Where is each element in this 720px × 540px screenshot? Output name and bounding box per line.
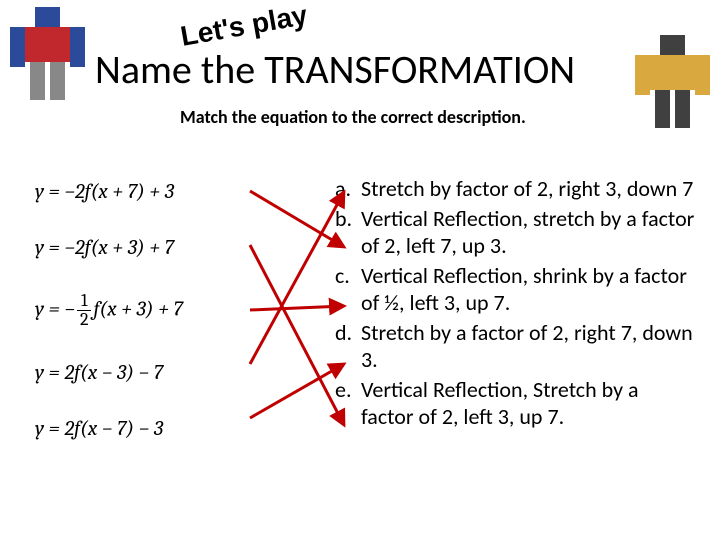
description-d: d. Stretch by a factor of 2, right 7, do…	[335, 319, 695, 374]
page-subtitle: Match the equation to the correct descri…	[180, 106, 526, 128]
description-letter: a.	[335, 175, 361, 203]
robot-left-svg	[5, 2, 90, 102]
fraction-denominator: 2	[77, 311, 92, 329]
equation-3: y = −12f(x + 3) + 7	[35, 292, 265, 329]
equation-2: y = −2f(x + 3) + 7	[35, 236, 265, 260]
descriptions-column: a. Stretch by factor of 2, right 3, down…	[335, 175, 695, 433]
robot-left-image	[5, 2, 90, 102]
equation-5: y = 2f(x − 7) − 3	[35, 417, 265, 441]
equation-1: y = −2f(x + 7) + 3	[35, 180, 265, 204]
description-letter: c.	[335, 262, 361, 317]
description-text: Stretch by a factor of 2, right 7, down …	[361, 319, 695, 374]
equation-3-fraction: 12	[77, 292, 92, 329]
description-letter: e.	[335, 376, 361, 431]
description-e: e. Vertical Reflection, Stretch by a fac…	[335, 376, 695, 431]
robot-right-svg	[630, 30, 715, 130]
description-text: Vertical Reflection, shrink by a factor …	[361, 262, 695, 317]
equation-3-pre: y = −	[35, 297, 75, 321]
description-text: Vertical Reflection, Stretch by a factor…	[361, 376, 695, 431]
description-text: Vertical Reflection, stretch by a factor…	[361, 205, 695, 260]
equations-column: y = −2f(x + 7) + 3 y = −2f(x + 3) + 7 y …	[35, 180, 265, 473]
equation-3-post: f(x + 3) + 7	[93, 297, 182, 321]
page-title: Name the TRANSFORMATION	[95, 45, 575, 94]
description-a: a. Stretch by factor of 2, right 3, down…	[335, 175, 695, 203]
description-letter: b.	[335, 205, 361, 260]
equation-4: y = 2f(x − 3) − 7	[35, 361, 265, 385]
description-b: b. Vertical Reflection, stretch by a fac…	[335, 205, 695, 260]
description-c: c. Vertical Reflection, shrink by a fact…	[335, 262, 695, 317]
description-text: Stretch by factor of 2, right 3, down 7	[361, 175, 695, 203]
robot-right-image	[630, 30, 715, 130]
description-letter: d.	[335, 319, 361, 374]
